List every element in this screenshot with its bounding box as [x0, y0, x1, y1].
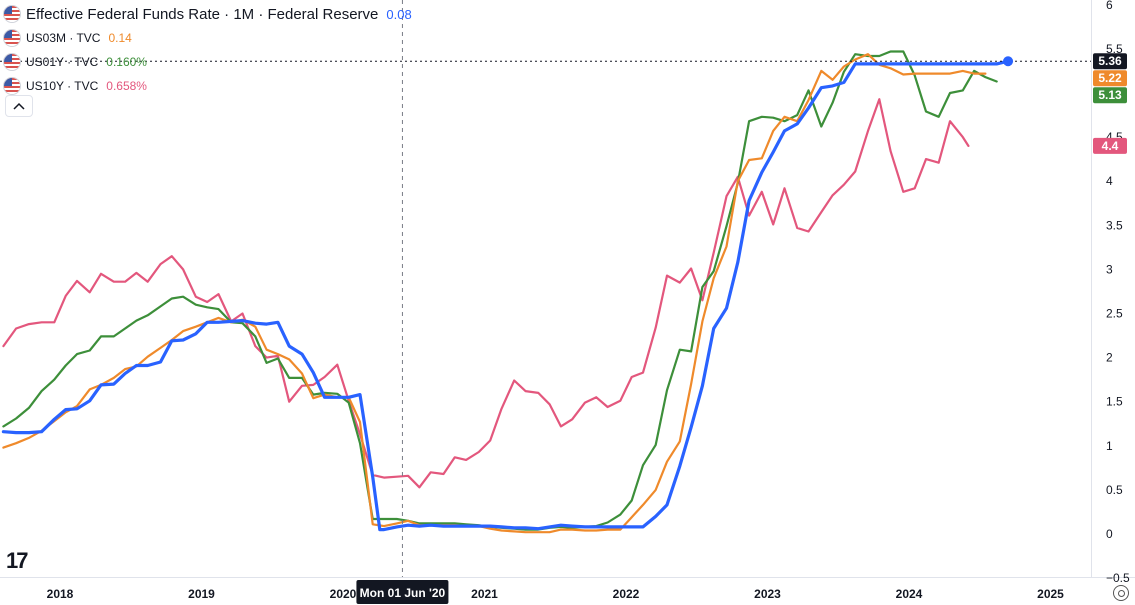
y-tick-label: 1 — [1106, 439, 1113, 453]
us-flag-icon — [4, 6, 20, 22]
series-line-1 — [2, 50, 998, 531]
x-tick-label: 2018 — [47, 587, 74, 601]
us-flag-icon — [4, 54, 20, 70]
x-tick-label: 2023 — [754, 587, 781, 601]
price-tags: 5.36 5.22 5.13 4.4 — [1093, 53, 1127, 154]
legend-title: US03M · TVC — [26, 31, 101, 45]
legend-row-us10y[interactable]: US10Y · TVC 0.658% — [4, 74, 412, 98]
series-line-3 — [1, 59, 1010, 532]
legend: Effective Federal Funds Rate · 1M · Fede… — [4, 2, 412, 98]
legend-row-us03m[interactable]: US03M · TVC 0.14 — [4, 26, 412, 50]
legend-title: Effective Federal Funds Rate · 1M · Fede… — [26, 5, 379, 23]
y-tick-label: 3 — [1106, 262, 1113, 276]
tradingview-logo[interactable]: 17 — [6, 548, 29, 573]
y-tick-label: 0 — [1106, 527, 1113, 541]
y-tick-label: 5.5 — [1106, 42, 1123, 56]
legend-title: US10Y · TVC — [26, 79, 99, 93]
price-tag-bg — [1093, 70, 1127, 87]
price-axis[interactable]: −0.500.511.522.533.544.55.56 — [1106, 0, 1130, 585]
legend-collapse-button[interactable] — [5, 95, 33, 117]
price-tag-label: 5.13 — [1098, 88, 1122, 102]
legend-value: 0.160% — [106, 55, 147, 69]
y-tick-label: 2 — [1106, 351, 1113, 365]
y-tick-label: 6 — [1106, 0, 1113, 12]
price-tag-label: 5.22 — [1098, 71, 1122, 85]
series-line-0 — [2, 98, 970, 489]
legend-row-fed-funds[interactable]: Effective Federal Funds Rate · 1M · Fede… — [4, 2, 412, 26]
y-tick-label: 1.5 — [1106, 395, 1123, 409]
last-value-dot — [1003, 56, 1014, 67]
legend-value: 0.08 — [386, 6, 412, 22]
series-line-2 — [2, 53, 987, 534]
y-tick-label: 3.5 — [1106, 218, 1123, 232]
x-tick-label: 2025 — [1037, 587, 1064, 601]
crosshair-date-label-bg — [356, 580, 449, 604]
series-layer — [0, 50, 1091, 534]
legend-value: 0.14 — [108, 31, 132, 45]
x-tick-label: 2019 — [188, 587, 215, 601]
x-tick-label: 2020 — [330, 587, 357, 601]
price-tag-bg — [1093, 137, 1127, 154]
price-tag-bg — [1093, 87, 1127, 104]
y-tick-label: 2.5 — [1106, 307, 1123, 321]
legend-title: US01Y · TVC — [26, 55, 99, 69]
chevron-up-icon — [13, 102, 25, 110]
us-flag-icon — [4, 78, 20, 94]
x-tick-label: 2024 — [896, 587, 923, 601]
legend-row-us01y[interactable]: US01Y · TVC 0.160% — [4, 50, 412, 74]
price-tag-label: 5.36 — [1098, 54, 1122, 68]
settings-gear-icon[interactable] — [1113, 585, 1129, 601]
price-tag-bg — [1093, 53, 1127, 70]
legend-value: 0.658% — [106, 79, 147, 93]
price-tag-label: 4.4 — [1102, 139, 1119, 153]
x-tick-label: 2022 — [613, 587, 640, 601]
x-tick-label: 2021 — [471, 587, 498, 601]
y-tick-label: 4 — [1106, 174, 1113, 188]
y-tick-label: −0.5 — [1106, 571, 1130, 585]
us-flag-icon — [4, 30, 20, 46]
time-axis[interactable]: 2018 2019 2020 2021 2022 2023 2024 2025 Mon 01 J… — [47, 580, 1065, 604]
crosshair-date-label: Mon 01 Jun '20 — [360, 586, 446, 600]
y-tick-label: 0.5 — [1106, 483, 1123, 497]
